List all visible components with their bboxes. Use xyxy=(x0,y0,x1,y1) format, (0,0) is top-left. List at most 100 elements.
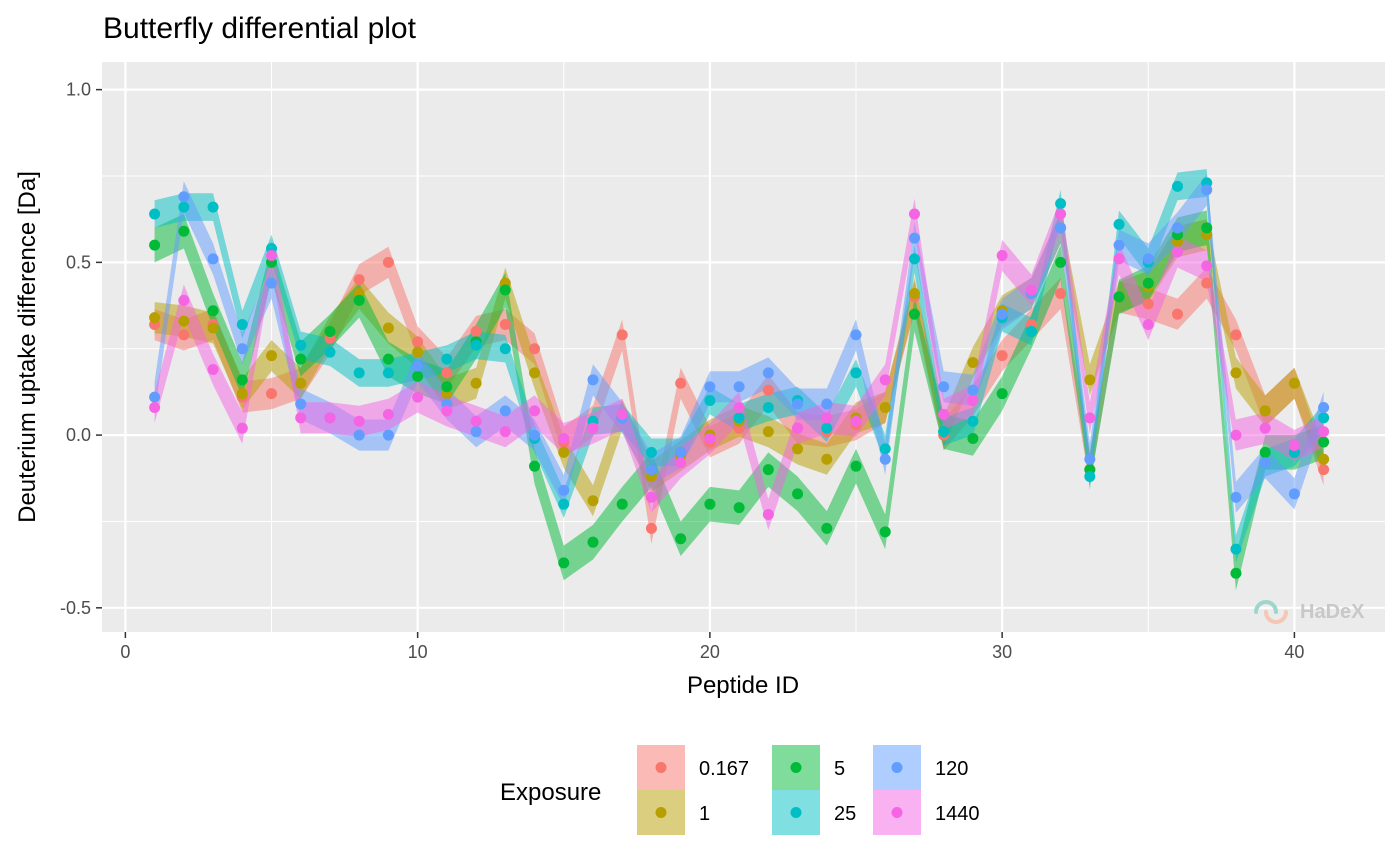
point-series-25 xyxy=(324,346,336,358)
point-series-1440 xyxy=(558,433,570,445)
point-series-5 xyxy=(675,533,687,545)
point-series-120 xyxy=(1318,401,1330,413)
point-series-1440 xyxy=(733,401,745,413)
point-series-1440 xyxy=(1288,439,1300,451)
point-series-1 xyxy=(1084,374,1096,386)
point-series-25 xyxy=(382,367,394,379)
point-series-5 xyxy=(236,374,248,386)
point-series-1440 xyxy=(499,426,511,438)
point-series-1440 xyxy=(1259,422,1271,434)
point-series-0.167 xyxy=(1201,277,1213,289)
point-series-5 xyxy=(1230,567,1242,579)
hadex-logo-icon xyxy=(1254,600,1288,624)
point-series-1440 xyxy=(266,249,278,261)
point-series-120 xyxy=(207,253,219,265)
legend-key-point xyxy=(891,762,903,773)
point-series-5 xyxy=(616,498,628,510)
point-series-1440 xyxy=(149,401,161,413)
legend-label-5: 5 xyxy=(834,758,845,780)
point-series-120 xyxy=(295,398,307,410)
point-series-1440 xyxy=(792,422,804,434)
point-series-25 xyxy=(645,446,657,458)
point-series-1440 xyxy=(412,391,424,403)
point-series-25 xyxy=(733,412,745,424)
point-series-5 xyxy=(1055,256,1067,268)
hadex-watermark: HaDeX xyxy=(1300,601,1365,623)
legend: 0.167 1 5 25 120 1440 xyxy=(637,745,980,835)
point-series-1440 xyxy=(645,491,657,503)
point-series-0.167 xyxy=(266,388,278,400)
point-series-5 xyxy=(295,353,307,365)
y-tick-label: 0.5 xyxy=(66,252,91,272)
point-series-5 xyxy=(353,294,365,306)
legend-key-point xyxy=(891,807,903,818)
point-series-25 xyxy=(704,395,716,407)
point-series-120 xyxy=(879,453,891,465)
point-series-1440 xyxy=(879,374,891,386)
point-series-120 xyxy=(645,464,657,476)
point-series-25 xyxy=(938,426,950,438)
point-series-25 xyxy=(1084,471,1096,483)
point-series-25 xyxy=(967,415,979,427)
point-series-120 xyxy=(1288,488,1300,500)
point-series-5 xyxy=(762,464,774,476)
point-series-120 xyxy=(382,429,394,441)
point-series-5 xyxy=(1113,291,1125,303)
band-series-25 xyxy=(154,169,1324,563)
point-series-120 xyxy=(675,446,687,458)
point-series-1440 xyxy=(1113,253,1125,265)
point-series-1 xyxy=(762,426,774,438)
x-tick-label: 30 xyxy=(992,642,1012,662)
point-series-1440 xyxy=(938,408,950,420)
x-tick-label: 20 xyxy=(700,642,720,662)
point-series-120 xyxy=(938,381,950,393)
point-series-120 xyxy=(558,484,570,496)
point-series-1440 xyxy=(441,405,453,417)
point-series-5 xyxy=(412,370,424,382)
point-series-0.167 xyxy=(616,329,628,341)
point-series-5 xyxy=(1142,277,1154,289)
point-series-0.167 xyxy=(762,384,774,396)
axes: 0 10 20 30 40 1.0 0.5 0.0 -0.5 xyxy=(60,80,1304,662)
point-series-1440 xyxy=(1142,319,1154,331)
legend-key-point xyxy=(655,762,667,773)
band-series-1440 xyxy=(154,198,1324,531)
legend-label-1440: 1440 xyxy=(935,803,980,825)
point-series-25 xyxy=(850,367,862,379)
point-series-120 xyxy=(821,398,833,410)
point-series-25 xyxy=(353,367,365,379)
point-series-25 xyxy=(1230,543,1242,555)
point-series-5 xyxy=(1259,446,1271,458)
legend-key-point xyxy=(790,807,802,818)
point-series-25 xyxy=(441,353,453,365)
point-series-25 xyxy=(236,319,248,331)
point-series-1 xyxy=(412,346,424,358)
point-series-25 xyxy=(1171,180,1183,192)
point-series-0.167 xyxy=(441,367,453,379)
point-series-120 xyxy=(967,384,979,396)
point-series-5 xyxy=(908,308,920,320)
point-series-120 xyxy=(1230,491,1242,503)
point-series-1 xyxy=(908,287,920,299)
point-series-5 xyxy=(324,325,336,337)
point-series-1 xyxy=(821,453,833,465)
legend-key-point xyxy=(655,807,667,818)
point-series-120 xyxy=(412,360,424,372)
point-series-1 xyxy=(149,312,161,324)
point-series-0.167 xyxy=(1142,298,1154,310)
point-series-1440 xyxy=(850,415,862,427)
point-series-1440 xyxy=(470,415,482,427)
point-series-120 xyxy=(1055,222,1067,234)
point-series-1440 xyxy=(1201,260,1213,272)
point-series-5 xyxy=(704,498,716,510)
point-series-25 xyxy=(1113,218,1125,230)
point-series-25 xyxy=(1318,412,1330,424)
point-series-5 xyxy=(1318,436,1330,448)
point-series-5 xyxy=(792,488,804,500)
point-series-1440 xyxy=(353,415,365,427)
point-series-1 xyxy=(1259,405,1271,417)
point-series-25 xyxy=(1025,325,1037,337)
point-series-0.167 xyxy=(499,319,511,331)
point-series-1440 xyxy=(821,412,833,424)
point-series-1440 xyxy=(236,422,248,434)
